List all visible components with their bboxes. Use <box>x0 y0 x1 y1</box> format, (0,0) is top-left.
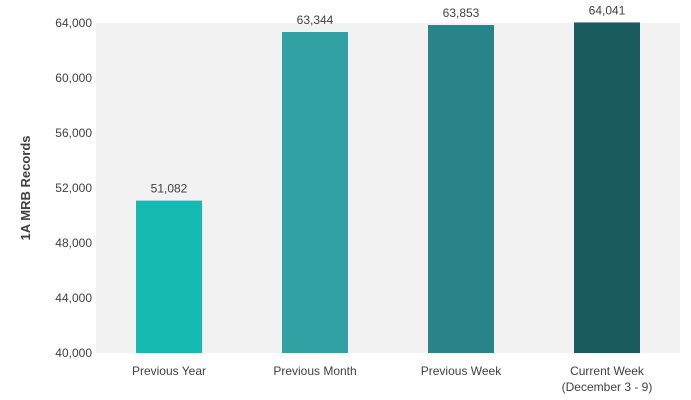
y-tick-label: 56,000 <box>55 126 92 140</box>
y-tick-label: 60,000 <box>55 71 92 85</box>
x-tick-label: Previous Year <box>132 364 206 378</box>
data-label: 63,344 <box>297 13 334 27</box>
bar <box>136 200 202 353</box>
y-tick-label: 64,000 <box>55 16 92 30</box>
data-label: 63,853 <box>443 6 480 20</box>
bar <box>428 25 494 354</box>
bars <box>136 22 640 354</box>
x-tick-label: Previous Month <box>273 364 356 378</box>
data-label: 64,041 <box>589 3 626 17</box>
bar <box>574 22 640 354</box>
x-tick-label: (December 3 - 9) <box>562 380 653 394</box>
y-tick-label: 40,000 <box>55 346 92 360</box>
y-tick-label: 48,000 <box>55 236 92 250</box>
y-tick-label: 44,000 <box>55 291 92 305</box>
y-axis-ticks: 40,000 44,000 48,000 52,000 56,000 60,000 64,0… <box>55 16 92 360</box>
x-tick-label: Current Week <box>570 364 645 378</box>
bar <box>282 32 348 354</box>
x-axis-labels: Previous Year Previous Month Previous Week… <box>132 364 652 394</box>
y-tick-label: 52,000 <box>55 181 92 195</box>
data-label: 51,082 <box>151 182 188 196</box>
data-labels: 51,082 63,344 63,853 64,041 <box>151 3 626 195</box>
x-tick-label: Previous Week <box>421 364 502 378</box>
y-axis-title: 1A MRB Records <box>18 136 33 241</box>
